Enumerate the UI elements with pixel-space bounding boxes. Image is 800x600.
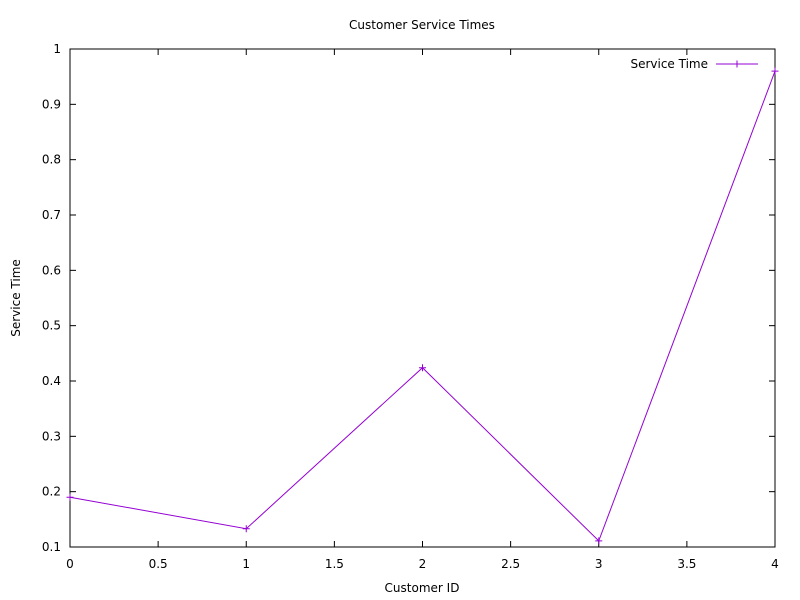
y-tick-label: 0.2 — [42, 485, 61, 499]
y-axis-label: Service Time — [9, 259, 23, 337]
x-tick-label: 3 — [595, 557, 603, 571]
y-ticks: 0.1 0.2 0.3 0.4 0.5 0.6 0.7 0.8 0.9 1 — [42, 42, 775, 554]
data-point-marker — [595, 537, 603, 545]
y-tick-label: 1 — [53, 42, 61, 56]
x-tick-label: 2 — [419, 557, 427, 571]
y-tick-label: 0.5 — [42, 319, 61, 333]
y-tick-label: 0.7 — [42, 208, 61, 222]
data-point-marker — [66, 493, 74, 501]
y-tick-label: 0.8 — [42, 153, 61, 167]
data-point-marker — [242, 525, 250, 533]
legend-marker-sample — [733, 60, 741, 68]
plot-frame — [69, 48, 776, 548]
data-point-marker — [771, 67, 779, 75]
x-tick-label: 3.5 — [677, 557, 696, 571]
x-tick-label: 1 — [242, 557, 250, 571]
series-layer — [66, 67, 779, 545]
series-line — [69, 70, 776, 542]
y-tick-label: 0.6 — [42, 263, 61, 277]
y-tick-label: 0.4 — [42, 374, 61, 388]
x-ticks: 0 0.5 1 1.5 2 2.5 3 3.5 4 — [66, 49, 779, 571]
x-tick-label: 0 — [66, 557, 74, 571]
legend-label: Service Time — [630, 57, 708, 71]
x-tick-label: 4 — [771, 557, 779, 571]
x-tick-label: 1.5 — [325, 557, 344, 571]
chart-title: Customer Service Times — [349, 18, 495, 32]
x-tick-label: 2.5 — [501, 557, 520, 571]
y-tick-label: 0.1 — [42, 540, 61, 554]
y-tick-label: 0.9 — [42, 97, 61, 111]
data-point-marker — [419, 364, 426, 372]
x-tick-label: 0.5 — [149, 557, 168, 571]
x-axis-label: Customer ID — [385, 581, 460, 595]
y-tick-label: 0.3 — [42, 429, 61, 443]
legend: Service Time — [630, 57, 758, 71]
